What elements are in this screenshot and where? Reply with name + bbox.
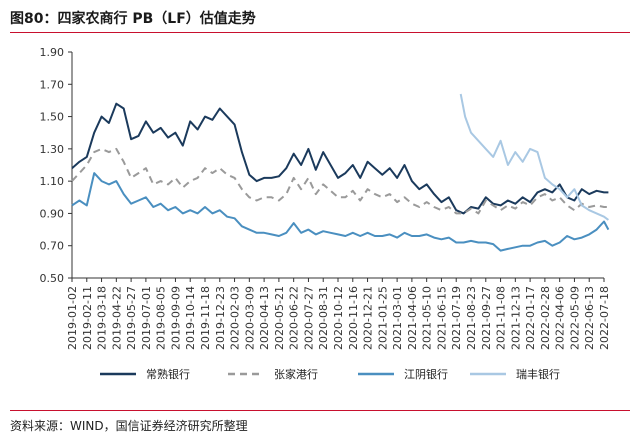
x-tick-label: 2020-08-31: [317, 286, 330, 350]
title-divider: [10, 32, 630, 33]
series-line-2: [71, 147, 609, 215]
y-tick-label: 0.90: [40, 207, 65, 220]
x-tick-label: 2021-11-08: [495, 286, 508, 350]
x-tick-label: 2019-04-22: [110, 286, 123, 350]
x-tick-label: 2019-08-05: [155, 286, 168, 350]
x-tick-label: 2020-03-09: [243, 286, 256, 350]
x-tick-label: 2022-05-09: [568, 286, 581, 350]
y-tick-label: 0.70: [40, 240, 65, 253]
x-tick-label: 2020-06-22: [288, 286, 301, 350]
x-tick-label: 2021-12-13: [509, 286, 522, 350]
line-chart: 0.50 0.70 0.90 1.10 1.30 1.50 1.70 1.90 2019-01-…: [40, 46, 612, 381]
y-tick-label: 0.50: [40, 272, 65, 285]
x-tick-label: 2019-01-02: [66, 286, 79, 350]
x-tick-label: 2021-08-23: [465, 286, 478, 350]
x-tick-label: 2019-12-23: [214, 286, 227, 350]
y-tick-label: 1.70: [40, 78, 65, 91]
y-tick-label: 1.10: [40, 175, 65, 188]
x-tick-label: 2019-07-01: [140, 286, 153, 350]
source-note: 资料来源：WIND，国信证券经济研究所整理: [10, 419, 248, 433]
x-tick-label: 2022-02-28: [539, 286, 552, 350]
legend-label-3: 江阴银行: [404, 367, 448, 381]
x-tick-label: 2021-07-19: [450, 286, 463, 350]
x-tick-label: 2019-10-14: [184, 286, 197, 350]
x-tick-label: 2020-12-21: [362, 286, 375, 350]
x-tick-label: 2020-04-13: [258, 286, 271, 350]
x-tick-label: 2022-06-13: [583, 286, 596, 350]
x-tick-label: 2020-10-12: [332, 286, 345, 350]
y-tick-label: 1.90: [40, 46, 65, 59]
x-tick-label: 2021-05-10: [421, 286, 434, 350]
x-tick-label: 2020-05-21: [273, 286, 286, 350]
x-tick-label: 2019-02-11: [81, 286, 94, 350]
x-tick-label: 2022-04-06: [554, 286, 567, 350]
series-line-4: [459, 93, 609, 221]
chart-axes: 0.50 0.70 0.90 1.10 1.30 1.50 1.70 1.90 2019-01-…: [40, 46, 612, 350]
x-tick-label: 2022-07-18: [598, 286, 611, 350]
x-tick-label: 2019-11-18: [199, 286, 212, 350]
figure-title: 图80：四家农商行 PB（LF）估值走势: [10, 11, 256, 27]
x-tick-label: 2021-01-25: [376, 286, 389, 350]
legend-label-2: 张家港行: [274, 367, 318, 381]
x-tick-label: 2019-05-27: [125, 286, 138, 350]
x-tick-label: 2020-07-27: [302, 286, 315, 350]
legend-label-4: 瑞丰银行: [516, 367, 560, 381]
x-tick-label: 2021-09-27: [480, 286, 493, 350]
x-tick-label: 2021-04-06: [406, 286, 419, 350]
y-tick-label: 1.50: [40, 111, 65, 124]
x-tick-label: 2019-09-09: [169, 286, 182, 350]
chart-legend: 常熟银行 张家港行 江阴银行 瑞丰银行: [100, 367, 560, 381]
source-divider: [10, 410, 630, 411]
x-tick-label: 2019-03-18: [96, 286, 109, 350]
chart-series-lines: [71, 93, 610, 252]
x-tick-label: 2020-11-16: [347, 286, 360, 350]
x-tick-label: 2021-06-15: [435, 286, 448, 350]
y-tick-label: 1.30: [40, 143, 65, 156]
x-tick-label: 2020-02-03: [229, 286, 242, 350]
x-tick-label: 2021-03-01: [391, 286, 404, 350]
legend-label-1: 常熟银行: [146, 367, 190, 381]
x-tick-label: 2022-01-17: [524, 286, 537, 350]
series-line-1: [71, 102, 609, 215]
series-line-3: [71, 172, 610, 252]
